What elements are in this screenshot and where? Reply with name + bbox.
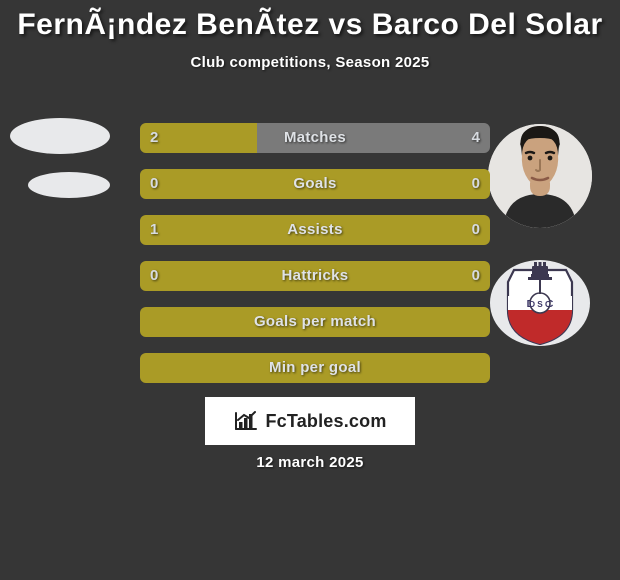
chart-icon — [233, 410, 259, 432]
watermark-text: FcTables.com — [265, 411, 386, 432]
stat-label: Goals per match — [140, 307, 490, 337]
badge-letters-inner: D S C — [529, 300, 551, 309]
club-1-badge-placeholder — [28, 172, 110, 198]
left-player-avatars — [10, 118, 110, 198]
page-title: FernÃ¡ndez BenÃ­tez vs Barco Del Solar — [0, 0, 620, 42]
watermark: FcTables.com — [205, 397, 415, 445]
stat-label: Matches — [140, 123, 490, 153]
date: 12 march 2025 — [0, 454, 620, 471]
stat-row: 00Goals — [140, 169, 490, 199]
stat-row: 00Hattricks — [140, 261, 490, 291]
player-2-photo — [488, 124, 592, 228]
stat-label: Assists — [140, 215, 490, 245]
comparison-bars: 24Matches 00Goals 10Assists 00Hattricks Goal… — [140, 123, 490, 399]
stat-row: Goals per match — [140, 307, 490, 337]
stat-row: Min per goal — [140, 353, 490, 383]
stat-row: 24Matches — [140, 123, 490, 153]
right-player-avatars: D S C D S C — [488, 124, 592, 346]
stat-label: Hattricks — [140, 261, 490, 291]
subtitle: Club competitions, Season 2025 — [0, 54, 620, 71]
stat-row: 10Assists — [140, 215, 490, 245]
stat-label: Goals — [140, 169, 490, 199]
stat-label: Min per goal — [140, 353, 490, 383]
player-1-photo-placeholder — [10, 118, 110, 154]
club-2-badge: D S C D S C — [490, 260, 590, 346]
